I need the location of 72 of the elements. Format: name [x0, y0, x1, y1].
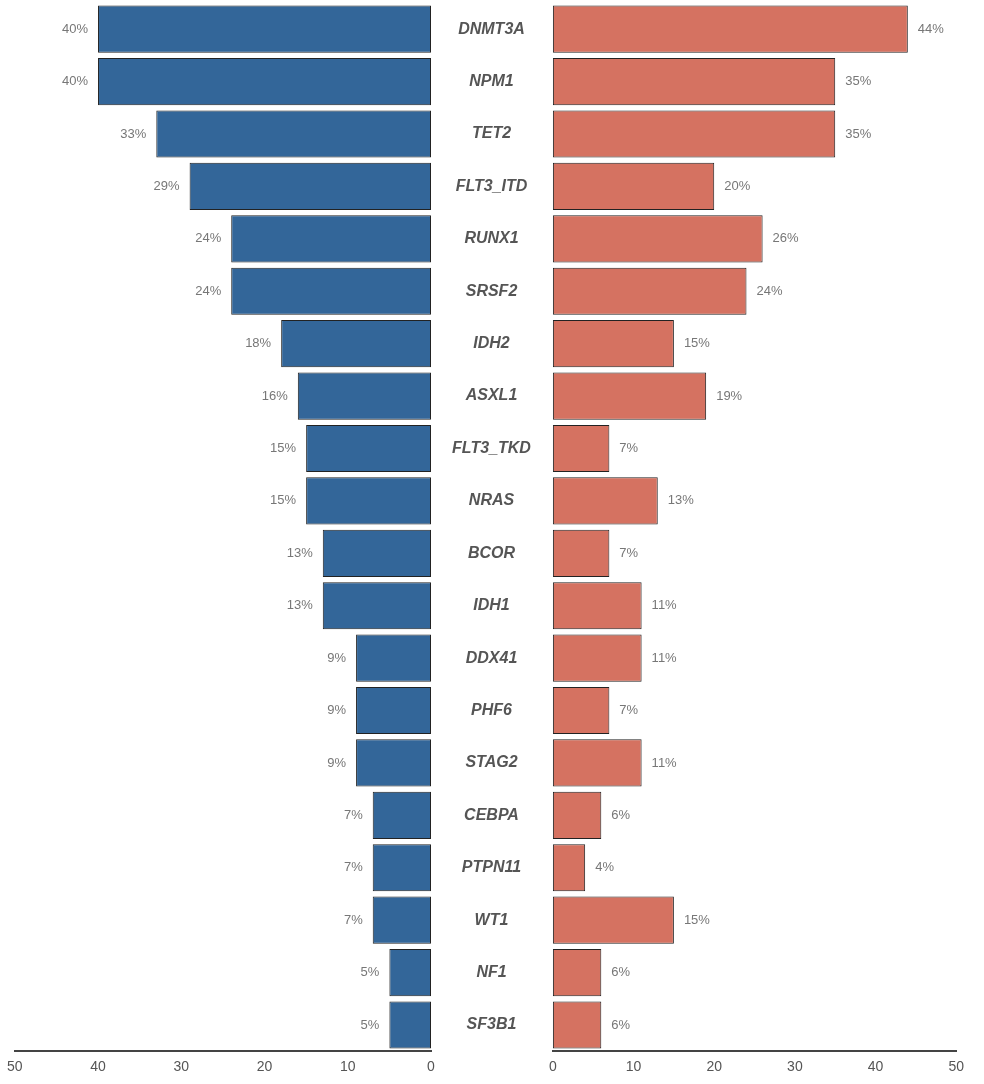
y-tick-label: CEBPA [464, 805, 520, 823]
data-label: 9% [327, 754, 347, 770]
x-tick-label: 0 [427, 1058, 436, 1075]
data-label: 18% [245, 335, 272, 351]
y-tick-label: NRAS [469, 491, 515, 509]
data-label: 6% [611, 806, 631, 822]
data-label: 5% [360, 964, 381, 980]
data-label: 4% [595, 859, 615, 875]
y-tick-label: IDH1 [473, 596, 511, 614]
y-tick-label: WT1 [474, 910, 509, 928]
x-tick-label: 0 [549, 1058, 558, 1075]
x-tick-label: 20 [706, 1058, 723, 1075]
data-label: 24% [195, 230, 222, 246]
x-tick-label: 50 [948, 1058, 965, 1075]
data-label: 26% [772, 230, 800, 246]
data-label: 6% [611, 964, 631, 980]
x-tick-label: 30 [173, 1058, 190, 1075]
x-tick-label: 30 [787, 1058, 803, 1075]
x-tick-label: 10 [340, 1058, 356, 1075]
data-label: 6% [611, 1016, 631, 1032]
data-label: 7% [619, 440, 639, 456]
data-label: 11% [651, 649, 678, 665]
data-label: 5% [360, 1016, 381, 1032]
y-tick-label: FLT3_ITD [455, 176, 529, 194]
data-label: 15% [270, 440, 297, 456]
y-tick-label: SRSF2 [465, 281, 518, 299]
data-label: 35% [845, 125, 872, 141]
x-tick-label: 40 [867, 1058, 884, 1075]
data-label: 9% [327, 649, 347, 665]
data-label: 13% [286, 597, 314, 613]
data-label: 33% [120, 125, 147, 141]
data-label: 7% [344, 806, 364, 822]
data-label: 19% [716, 387, 743, 403]
data-label: 11% [651, 754, 678, 770]
x-tick-label: 20 [256, 1058, 273, 1075]
data-label: 13% [286, 544, 314, 560]
data-label: 40% [62, 20, 89, 36]
data-label: 16% [262, 387, 289, 403]
y-tick-label: IDH2 [473, 334, 511, 352]
y-tick-label: RUNX1 [464, 229, 519, 247]
data-label: 7% [344, 911, 364, 927]
data-label: 44% [917, 20, 945, 36]
y-tick-label: SF3B1 [466, 1015, 517, 1033]
y-tick-label: ASXL1 [464, 386, 518, 404]
y-tick-label: DDX41 [465, 648, 518, 666]
data-label: 7% [619, 702, 639, 718]
y-tick-label: NPM1 [469, 72, 515, 90]
y-tick-label: PHF6 [471, 700, 513, 718]
y-tick-label: FLT3_TKD [452, 438, 532, 456]
data-label: 7% [619, 544, 639, 560]
data-label: 11% [651, 597, 678, 613]
y-tick-label: STAG2 [465, 753, 518, 771]
y-tick-label: NF1 [476, 962, 507, 980]
data-label: 13% [667, 492, 695, 508]
data-label: 24% [756, 282, 784, 298]
data-label: 24% [195, 282, 222, 298]
data-label: 35% [845, 73, 872, 89]
data-label: 9% [327, 702, 347, 718]
y-tick-label: PTPN11 [462, 858, 522, 876]
data-label: 15% [683, 335, 711, 351]
y-tick-label: DNMT3A [458, 19, 526, 37]
data-label: 29% [153, 178, 181, 194]
data-label: 15% [683, 911, 711, 927]
data-label: 20% [724, 178, 751, 194]
data-label: 15% [270, 492, 297, 508]
data-label: 40% [62, 73, 89, 89]
y-tick-label: TET2 [472, 124, 512, 142]
x-tick-label: 40 [90, 1058, 107, 1075]
x-tick-label: 50 [7, 1058, 23, 1075]
y-tick-label: BCOR [468, 543, 516, 561]
x-tick-label: 10 [625, 1058, 642, 1075]
data-label: 7% [344, 859, 364, 875]
